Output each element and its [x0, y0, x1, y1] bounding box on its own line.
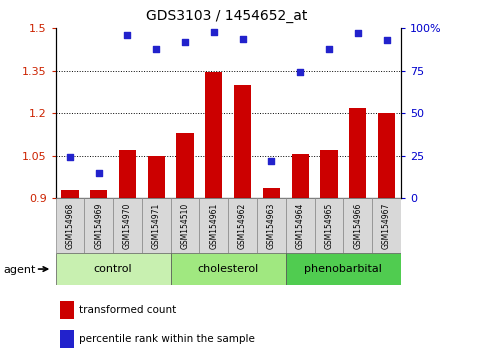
- Bar: [90, 190, 107, 198]
- Point: [95, 170, 102, 176]
- Point: [268, 158, 275, 164]
- Text: GSM154971: GSM154971: [152, 202, 161, 249]
- Bar: [320, 150, 338, 198]
- Bar: [234, 85, 251, 198]
- Text: cholesterol: cholesterol: [198, 264, 259, 274]
- Text: GSM154962: GSM154962: [238, 202, 247, 249]
- Point: [325, 46, 333, 52]
- Text: transformed count: transformed count: [79, 305, 177, 315]
- Text: agent: agent: [4, 265, 36, 275]
- Bar: [170, 198, 199, 253]
- Bar: [61, 190, 79, 198]
- Text: GSM154510: GSM154510: [181, 202, 189, 249]
- Text: GSM154968: GSM154968: [65, 202, 74, 249]
- Bar: [56, 253, 170, 285]
- Text: control: control: [94, 264, 132, 274]
- Bar: [292, 154, 309, 198]
- Bar: [85, 198, 113, 253]
- Bar: [257, 198, 286, 253]
- Point: [153, 46, 160, 52]
- Bar: [263, 188, 280, 198]
- Bar: [119, 150, 136, 198]
- Bar: [349, 108, 366, 198]
- Bar: [170, 253, 286, 285]
- Text: GSM154963: GSM154963: [267, 202, 276, 249]
- Text: GSM154965: GSM154965: [325, 202, 333, 249]
- Bar: [176, 133, 194, 198]
- Text: GSM154964: GSM154964: [296, 202, 305, 249]
- Bar: [148, 156, 165, 198]
- Bar: [286, 198, 314, 253]
- Point: [124, 32, 131, 38]
- Text: GSM154969: GSM154969: [94, 202, 103, 249]
- Text: GSM154966: GSM154966: [353, 202, 362, 249]
- Point: [181, 39, 189, 45]
- Point: [354, 30, 362, 36]
- Bar: [60, 331, 74, 348]
- Bar: [314, 198, 343, 253]
- Text: GSM154967: GSM154967: [382, 202, 391, 249]
- Bar: [56, 198, 85, 253]
- Bar: [205, 72, 223, 198]
- Text: percentile rank within the sample: percentile rank within the sample: [79, 334, 255, 344]
- Text: GSM154961: GSM154961: [209, 202, 218, 249]
- Point: [66, 155, 74, 160]
- Bar: [199, 198, 228, 253]
- Bar: [343, 198, 372, 253]
- Bar: [60, 301, 74, 319]
- Text: GDS3103 / 1454652_at: GDS3103 / 1454652_at: [146, 9, 308, 23]
- Point: [210, 29, 218, 35]
- Bar: [142, 198, 170, 253]
- Text: GSM154970: GSM154970: [123, 202, 132, 249]
- Bar: [378, 113, 395, 198]
- Point: [296, 70, 304, 75]
- Text: phenobarbital: phenobarbital: [304, 264, 382, 274]
- Bar: [286, 253, 401, 285]
- Point: [383, 38, 390, 43]
- Bar: [228, 198, 257, 253]
- Bar: [113, 198, 142, 253]
- Bar: [372, 198, 401, 253]
- Point: [239, 36, 246, 41]
